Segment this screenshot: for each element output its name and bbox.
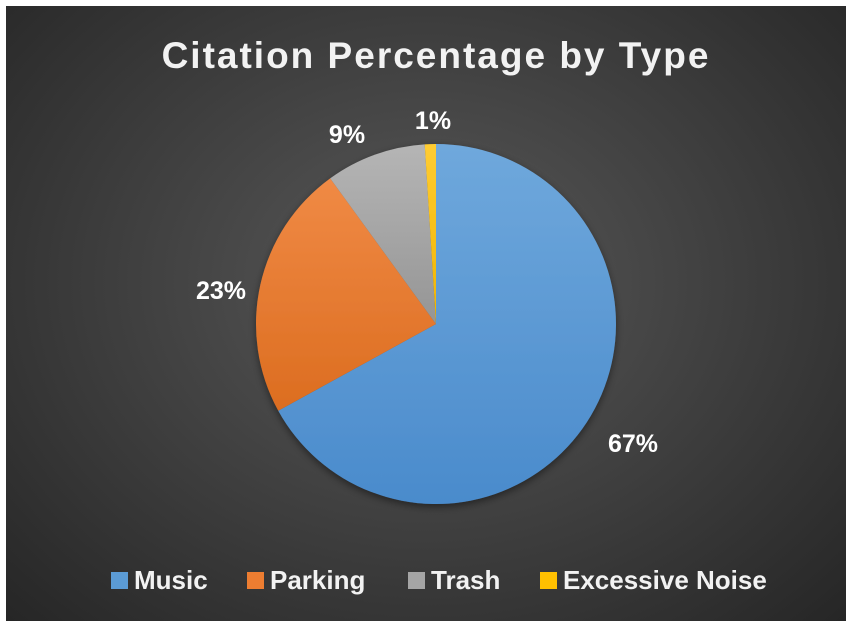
pie-slice-trash xyxy=(330,144,436,324)
data-label-parking: 23% xyxy=(196,277,246,305)
legend-label-excessive-noise: Excessive Noise xyxy=(563,565,767,595)
chart-area: Citation Percentage by Type 67% 23% 9% 1% M… xyxy=(6,6,846,621)
chart-title: Citation Percentage by Type xyxy=(162,35,711,76)
legend-label-music: Music xyxy=(134,565,208,595)
legend: Music Parking Trash Excessive Noise xyxy=(111,565,767,595)
data-label-excessive-noise: 1% xyxy=(415,107,451,135)
legend-swatch-music xyxy=(111,572,128,589)
pie-slice-parking xyxy=(255,178,436,411)
pie-chart: Citation Percentage by Type 67% 23% 9% 1% M… xyxy=(111,35,767,595)
data-labels: 67% 23% 9% 1% xyxy=(196,107,658,458)
pie-slice-music xyxy=(278,144,616,504)
legend-label-trash: Trash xyxy=(431,565,500,595)
data-label-music: 67% xyxy=(608,430,658,458)
data-label-trash: 9% xyxy=(329,121,365,149)
pie-slices xyxy=(255,144,616,504)
legend-swatch-trash xyxy=(408,572,425,589)
legend-swatch-excessive-noise xyxy=(540,572,557,589)
legend-swatch-parking xyxy=(247,572,264,589)
legend-label-parking: Parking xyxy=(270,565,365,595)
pie-slice-excessive-noise xyxy=(424,144,436,324)
